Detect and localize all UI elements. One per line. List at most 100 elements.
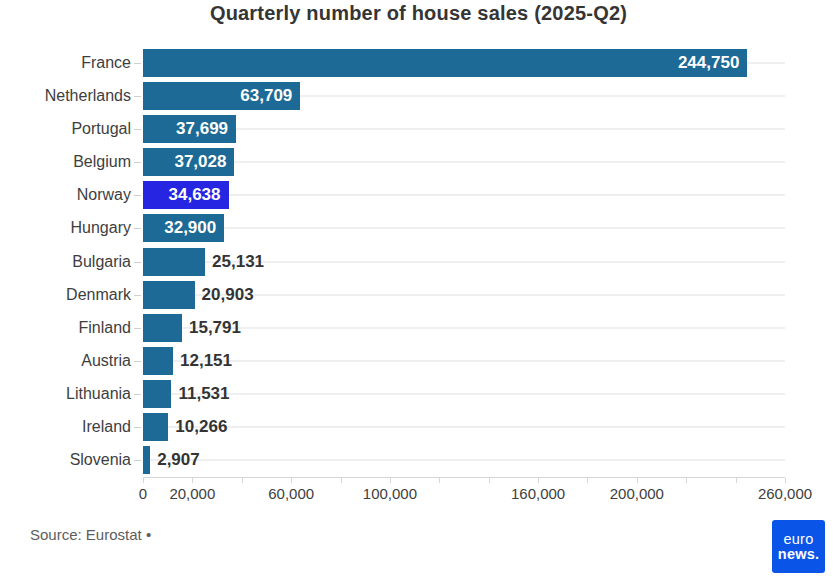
category-label: Ireland xyxy=(0,418,131,436)
euronews-logo-line2: news. xyxy=(778,547,819,562)
category-label: Portugal xyxy=(0,120,131,138)
bar-row: Bulgaria 25,131 xyxy=(0,245,837,278)
chart-canvas: Quarterly number of house sales (2025-Q2… xyxy=(0,0,837,586)
category-label: Slovenia xyxy=(0,451,131,469)
x-axis-label: 160,000 xyxy=(511,485,565,502)
bar-row: Austria 12,151 xyxy=(0,344,837,377)
source-attribution: Source: Eurostat • xyxy=(30,526,151,543)
x-axis-label: 200,000 xyxy=(610,485,664,502)
x-axis-tick xyxy=(143,478,144,483)
bar-row: Slovenia 2,907 xyxy=(0,444,837,477)
x-axis: 020,00060,000100,000160,000200,000260,00… xyxy=(143,477,785,508)
value-label-outside: 15,791 xyxy=(189,318,241,338)
bar-rows-container: France 244,750 Netherlands 63,709 Portug… xyxy=(0,46,837,477)
x-axis-tick xyxy=(341,478,342,483)
category-gridline xyxy=(143,426,785,428)
category-gridline xyxy=(143,194,785,196)
euronews-logo: euro news. xyxy=(772,520,825,573)
bar-row: Ireland 10,266 xyxy=(0,411,837,444)
bar-hungary[interactable]: 32,900 xyxy=(143,214,224,242)
bar-row: Belgium 37,028 xyxy=(0,145,837,178)
bar-row: Denmark 20,903 xyxy=(0,278,837,311)
category-gridline xyxy=(143,393,785,395)
bar-belgium[interactable]: 37,028 xyxy=(143,148,234,176)
category-label: Bulgaria xyxy=(0,253,131,271)
x-axis-tick xyxy=(637,478,638,483)
category-label: Finland xyxy=(0,319,131,337)
x-axis-label: 260,000 xyxy=(758,485,812,502)
x-axis-tick xyxy=(538,478,539,483)
x-axis-tick xyxy=(587,478,588,483)
value-label-outside: 25,131 xyxy=(212,252,264,272)
bar-slovenia[interactable] xyxy=(143,446,150,474)
bar-ireland[interactable] xyxy=(143,413,168,441)
bar-bulgaria[interactable] xyxy=(143,248,205,276)
x-axis-label: 100,000 xyxy=(363,485,417,502)
x-axis-label: 20,000 xyxy=(169,485,215,502)
value-label-inside: 34,638 xyxy=(169,185,221,205)
bar-track: 25,131 xyxy=(143,245,785,278)
bar-austria[interactable] xyxy=(143,347,173,375)
bar-track: 10,266 xyxy=(143,411,785,444)
bar-row: France 244,750 xyxy=(0,46,837,79)
value-label-outside: 12,151 xyxy=(180,351,232,371)
bar-track: 11,531 xyxy=(143,378,785,411)
bar-track: 244,750 xyxy=(143,46,785,79)
x-axis-tick xyxy=(390,478,391,483)
category-label: Belgium xyxy=(0,153,131,171)
value-label-inside: 37,028 xyxy=(174,152,226,172)
category-gridline xyxy=(143,459,785,461)
bar-row: Portugal 37,699 xyxy=(0,112,837,145)
bar-row: Netherlands 63,709 xyxy=(0,79,837,112)
value-label-outside: 20,903 xyxy=(202,285,254,305)
bar-row: Lithuania 11,531 xyxy=(0,378,837,411)
value-label-inside: 63,709 xyxy=(240,86,292,106)
bar-track: 37,028 xyxy=(143,145,785,178)
euronews-logo-line1: euro xyxy=(784,532,814,547)
bar-track: 15,791 xyxy=(143,311,785,344)
category-label: Netherlands xyxy=(0,87,131,105)
bar-denmark[interactable] xyxy=(143,281,195,309)
category-label: Norway xyxy=(0,186,131,204)
x-axis-tick xyxy=(489,478,490,483)
category-label: Hungary xyxy=(0,219,131,237)
category-label: France xyxy=(0,54,131,72)
bar-track: 37,699 xyxy=(143,112,785,145)
bar-track: 12,151 xyxy=(143,344,785,377)
bar-finland[interactable] xyxy=(143,314,182,342)
bar-row: Norway 34,638 xyxy=(0,179,837,212)
x-axis-tick xyxy=(439,478,440,483)
bar-track: 63,709 xyxy=(143,79,785,112)
bar-netherlands[interactable]: 63,709 xyxy=(143,82,300,110)
value-label-inside: 32,900 xyxy=(164,218,216,238)
x-axis-tick xyxy=(291,478,292,483)
category-gridline xyxy=(143,360,785,362)
value-label-inside: 244,750 xyxy=(678,53,739,73)
bar-france[interactable]: 244,750 xyxy=(143,49,747,77)
bar-row: Hungary 32,900 xyxy=(0,212,837,245)
bar-norway[interactable]: 34,638 xyxy=(143,181,229,209)
category-gridline xyxy=(143,227,785,229)
bar-row: Finland 15,791 xyxy=(0,311,837,344)
bar-track: 34,638 xyxy=(143,179,785,212)
category-gridline xyxy=(143,161,785,163)
x-axis-tick xyxy=(736,478,737,483)
category-label: Austria xyxy=(0,352,131,370)
x-axis-tick xyxy=(192,478,193,483)
chart-title: Quarterly number of house sales (2025-Q2… xyxy=(0,2,837,25)
bar-track: 32,900 xyxy=(143,212,785,245)
category-label: Lithuania xyxy=(0,385,131,403)
bar-lithuania[interactable] xyxy=(143,380,171,408)
bar-track: 2,907 xyxy=(143,444,785,477)
value-label-inside: 37,699 xyxy=(176,119,228,139)
category-gridline xyxy=(143,128,785,130)
value-label-outside: 10,266 xyxy=(175,417,227,437)
bar-track: 20,903 xyxy=(143,278,785,311)
x-axis-label: 60,000 xyxy=(268,485,314,502)
x-axis-tick xyxy=(785,478,786,483)
x-axis-tick xyxy=(242,478,243,483)
value-label-outside: 11,531 xyxy=(178,384,229,404)
category-label: Denmark xyxy=(0,286,131,304)
value-label-outside: 2,907 xyxy=(157,450,200,470)
bar-portugal[interactable]: 37,699 xyxy=(143,115,236,143)
